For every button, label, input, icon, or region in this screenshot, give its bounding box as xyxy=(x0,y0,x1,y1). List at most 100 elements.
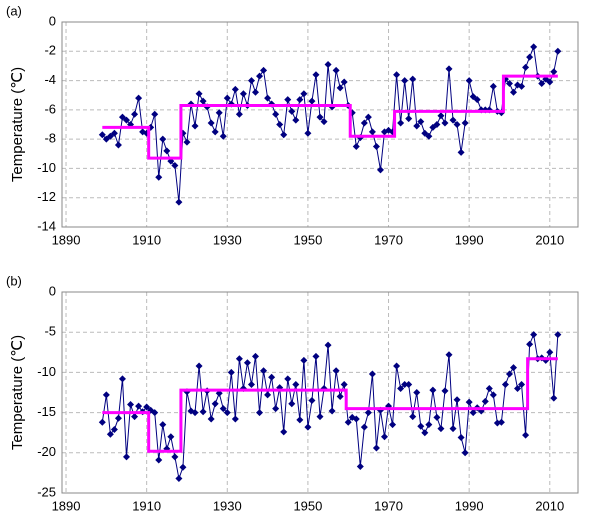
y-tick-label: -4 xyxy=(44,72,56,87)
data-point xyxy=(340,78,348,86)
data-point xyxy=(352,142,360,150)
plot-frame xyxy=(61,291,579,494)
data-point xyxy=(546,78,554,86)
data-point xyxy=(489,391,497,399)
data-point xyxy=(437,112,445,120)
data-point xyxy=(123,116,130,124)
data-point xyxy=(227,368,235,376)
data-point xyxy=(344,418,352,426)
data-point xyxy=(449,116,457,124)
data-point xyxy=(372,142,380,150)
y-tick-label: 0 xyxy=(49,283,56,298)
x-tick-label: 1970 xyxy=(374,498,403,513)
data-point xyxy=(131,110,139,118)
data-point xyxy=(336,393,344,401)
data-point xyxy=(481,397,489,405)
data-point xyxy=(417,118,425,126)
data-point xyxy=(292,116,300,124)
data-point xyxy=(336,84,344,92)
data-point xyxy=(211,128,219,136)
data-point xyxy=(195,90,203,98)
y-tick-label: -15 xyxy=(37,404,56,419)
x-tick-label: 1910 xyxy=(132,498,161,513)
data-point xyxy=(550,68,558,76)
data-point xyxy=(247,77,255,85)
data-point xyxy=(118,375,126,383)
x-tick-label: 1970 xyxy=(374,232,403,247)
x-tick-label: 1890 xyxy=(52,498,81,513)
data-point xyxy=(393,71,401,79)
data-point xyxy=(163,147,171,155)
data-point xyxy=(171,453,179,461)
data-point xyxy=(441,119,449,127)
data-point xyxy=(405,380,413,388)
data-line xyxy=(101,44,559,203)
y-tick-label: -10 xyxy=(37,364,56,379)
data-point xyxy=(397,119,405,127)
data-point xyxy=(268,373,276,381)
data-point xyxy=(183,138,191,146)
data-point xyxy=(207,415,215,423)
y-tick-label: -5 xyxy=(44,324,56,339)
data-point xyxy=(296,96,304,104)
x-tick-label: 2010 xyxy=(535,498,564,513)
data-point xyxy=(300,90,308,98)
data-point xyxy=(324,341,332,349)
data-point xyxy=(461,119,469,127)
data-point xyxy=(489,82,497,90)
data-point xyxy=(368,370,376,378)
data-point xyxy=(199,97,207,105)
x-tick-label: 1930 xyxy=(213,232,242,247)
data-point xyxy=(304,129,312,137)
data-point xyxy=(215,109,223,117)
x-tick-label: 2010 xyxy=(535,232,564,247)
data-point xyxy=(179,463,187,471)
data-point xyxy=(409,75,417,83)
panel-label: (b) xyxy=(6,273,22,288)
data-point xyxy=(530,331,538,339)
data-point xyxy=(364,113,372,121)
data-point xyxy=(235,110,243,118)
data-point xyxy=(280,131,288,139)
data-point xyxy=(510,88,517,96)
data-point xyxy=(207,119,215,127)
data-point xyxy=(425,421,433,429)
x-tick-label: 1990 xyxy=(455,498,484,513)
data-point xyxy=(546,348,554,356)
data-point xyxy=(110,129,118,137)
data-point xyxy=(292,380,300,388)
y-tick-label: -2 xyxy=(44,43,56,58)
x-tick-label: 1950 xyxy=(293,232,322,247)
data-point xyxy=(417,422,425,430)
data-point xyxy=(413,122,421,130)
x-tick-label: 1950 xyxy=(293,498,322,513)
data-point xyxy=(522,63,530,71)
data-point xyxy=(356,462,364,470)
data-point xyxy=(360,119,368,127)
data-point xyxy=(401,380,409,388)
data-point xyxy=(223,94,231,102)
data-point xyxy=(155,456,163,464)
y-tick-label: -14 xyxy=(37,218,56,233)
data-point xyxy=(219,132,227,140)
data-point xyxy=(409,413,417,421)
data-point xyxy=(231,415,239,423)
data-point xyxy=(522,431,530,439)
data-point xyxy=(272,110,280,118)
data-point xyxy=(501,380,509,388)
x-tick-label: 1910 xyxy=(132,232,161,247)
data-point xyxy=(328,407,336,415)
data-point xyxy=(538,80,546,87)
data-point xyxy=(151,110,159,118)
data-point xyxy=(518,82,526,90)
data-point xyxy=(324,60,332,68)
y-axis-label: Temperature (℃) xyxy=(9,67,26,182)
data-point xyxy=(264,391,272,399)
data-point xyxy=(247,380,255,388)
data-point xyxy=(280,428,288,436)
data-point xyxy=(381,433,388,441)
data-point xyxy=(175,198,183,206)
data-point xyxy=(421,429,429,437)
data-point xyxy=(405,115,413,123)
